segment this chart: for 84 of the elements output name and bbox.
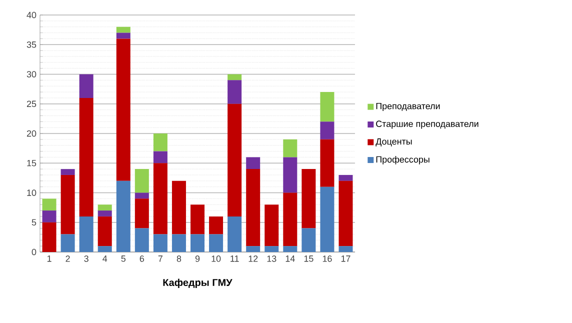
bar [320, 186, 334, 252]
x-tick-label: 1 [47, 256, 52, 262]
bar [246, 157, 260, 170]
bar [134, 198, 149, 228]
bar [209, 234, 224, 252]
bar [42, 222, 56, 252]
bar [338, 180, 353, 246]
bar [209, 216, 224, 234]
y-tick-label: 35 [26, 41, 36, 48]
bar [42, 210, 56, 222]
bar [60, 234, 75, 252]
bar [283, 139, 298, 158]
legend-label: Профессоры [376, 156, 430, 164]
x-tick-label: 3 [84, 256, 88, 262]
bar [116, 38, 130, 181]
x-axis-title: Кафедры ГМУ [163, 278, 232, 288]
bar [134, 192, 149, 199]
bar [338, 174, 353, 181]
bar [264, 204, 279, 246]
bar [79, 98, 94, 216]
x-tick-label: 14 [286, 256, 295, 262]
bar [283, 246, 298, 252]
bar [60, 174, 75, 234]
bar [228, 104, 242, 216]
x-tick-label: 13 [267, 256, 276, 262]
x-tick-label: 7 [158, 256, 162, 262]
x-tick-label: 16 [322, 256, 332, 262]
x-tick-label: 2 [66, 256, 70, 262]
bar [172, 180, 186, 234]
y-tick-label: 5 [32, 219, 36, 226]
legend-label: Старшие преподаватели [376, 120, 478, 129]
bar [98, 204, 112, 211]
bar [98, 210, 112, 216]
bar [264, 246, 279, 252]
bar [79, 74, 94, 98]
bar [116, 26, 130, 33]
x-tick-label: 8 [176, 256, 182, 262]
bar [134, 169, 149, 193]
bar [153, 151, 168, 164]
bar [42, 198, 56, 211]
bar [153, 134, 168, 152]
y-tick-label: 15 [27, 160, 36, 166]
y-tick-label: 40 [26, 12, 36, 18]
bar [116, 32, 130, 39]
bar [172, 234, 186, 252]
x-tick-label: 15 [304, 256, 314, 262]
bar [98, 246, 112, 252]
y-tick-label: 30 [26, 71, 36, 78]
bar [246, 169, 260, 246]
bar [116, 180, 130, 252]
bar [60, 169, 75, 175]
x-tick-label: 9 [195, 256, 200, 262]
bar [302, 228, 316, 252]
bar [79, 216, 94, 252]
y-tick-label: 0 [32, 248, 36, 256]
bar [283, 157, 298, 193]
bar [320, 92, 334, 122]
x-tick-label: 17 [341, 256, 350, 262]
y-tick-label: 20 [26, 130, 36, 137]
y-tick-label: 25 [26, 100, 36, 108]
x-tick-label: 12 [248, 256, 258, 262]
legend-label: Преподаватели [376, 102, 440, 112]
bar [134, 228, 149, 252]
bar [98, 216, 112, 246]
bar [228, 74, 242, 80]
x-tick-label: 10 [212, 256, 221, 262]
bar [153, 163, 168, 234]
bar [338, 246, 353, 252]
bar [302, 169, 316, 228]
bar [246, 246, 260, 252]
bar [228, 216, 242, 252]
x-tick-label: 6 [140, 256, 144, 262]
x-tick-label: 4 [102, 256, 108, 262]
bar [283, 192, 298, 246]
x-tick-label: 5 [121, 256, 126, 262]
bar [190, 234, 205, 252]
y-tick-label: 10 [27, 190, 36, 196]
bar [320, 139, 334, 187]
bar [320, 122, 334, 140]
x-tick-label: 11 [230, 256, 239, 262]
bar [190, 204, 205, 234]
bar [153, 234, 168, 252]
bar [228, 80, 242, 104]
legend-label: Доценты [376, 138, 412, 146]
